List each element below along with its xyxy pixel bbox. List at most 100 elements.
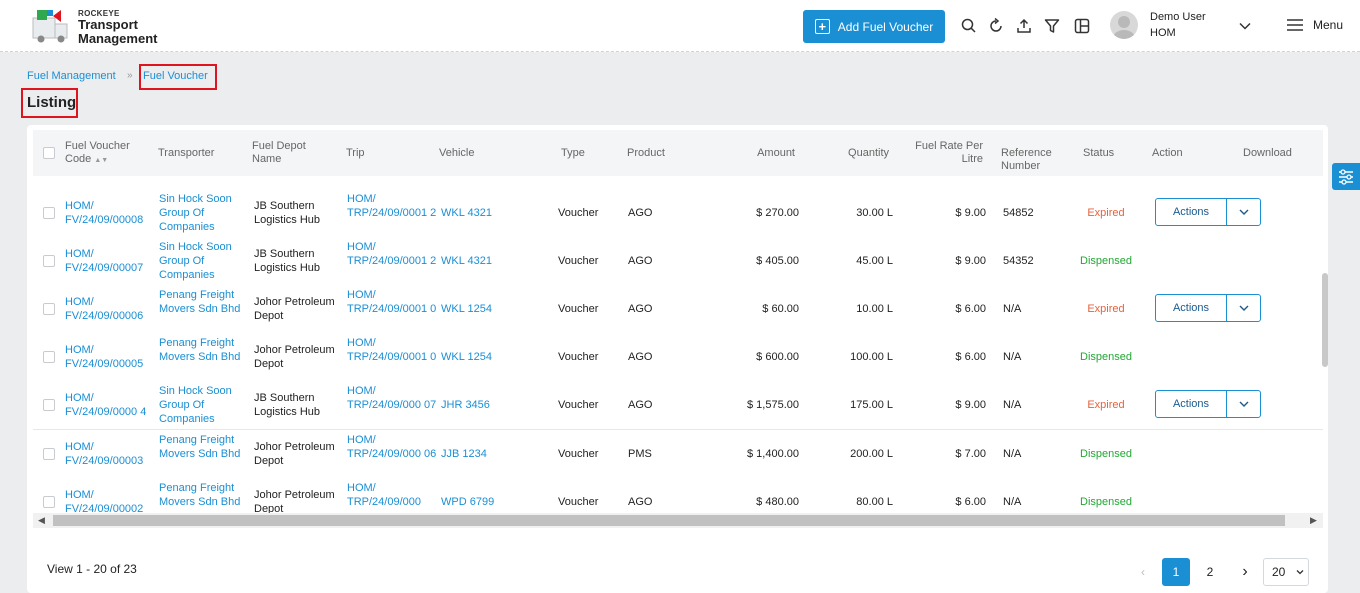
select-all-checkbox[interactable] (43, 147, 55, 159)
quantity-value: 100.00 L (850, 351, 893, 363)
brand-tagline: ROCKEYE (78, 9, 120, 18)
product-value: AGO (628, 351, 653, 363)
table-row: HOM/ FV/24/09/00002 Penang Freight Movers… (33, 478, 1323, 513)
column-settings-tab[interactable] (1332, 163, 1360, 190)
row-checkbox[interactable] (43, 399, 55, 411)
page-button-2[interactable]: 2 (1206, 565, 1214, 579)
chevron-down-icon (1296, 570, 1304, 575)
vehicle-link[interactable]: JJB 1234 (441, 448, 487, 460)
voucher-code-link[interactable]: HOM/ FV/24/09/00008 (65, 200, 144, 226)
row-checkbox[interactable] (43, 255, 55, 267)
column-header-vehicle: Vehicle (439, 147, 475, 159)
product-value: AGO (628, 255, 653, 267)
breadcrumb-fuel-management[interactable]: Fuel Management (27, 70, 116, 82)
brand-line-2: Management (78, 31, 158, 46)
sort-icon[interactable]: ▲▼ (94, 157, 109, 164)
transporter-link[interactable]: Sin Hock Soon Group Of Companies (159, 241, 232, 281)
vehicle-link[interactable]: WKL 4321 (441, 207, 492, 219)
trip-link[interactable]: HOM/ TRP/24/09/000 07 (347, 385, 437, 411)
transporter-link[interactable]: Penang Freight Movers Sdn Bhd (159, 482, 241, 508)
breadcrumb-fuel-voucher[interactable]: Fuel Voucher (143, 70, 208, 82)
voucher-code-link[interactable]: HOM/ FV/24/09/00007 (65, 248, 144, 274)
transporter-link[interactable]: Penang Freight Movers Sdn Bhd (159, 289, 241, 315)
reference-value: N/A (1003, 351, 1022, 363)
vertical-scroll-thumb[interactable] (1322, 273, 1328, 367)
column-header-download: Download (1243, 147, 1292, 159)
rate-value: $ 9.00 (955, 255, 986, 267)
actions-dropdown-button[interactable] (1227, 199, 1260, 225)
search-icon[interactable] (960, 17, 978, 35)
row-checkbox[interactable] (43, 496, 55, 508)
transporter-link[interactable]: Penang Freight Movers Sdn Bhd (159, 434, 241, 460)
page-title: Listing (27, 94, 77, 111)
actions-dropdown-button[interactable] (1227, 391, 1260, 417)
trip-link[interactable]: HOM/ TRP/24/09/0001 2 (347, 241, 437, 267)
avatar[interactable] (1110, 11, 1138, 39)
product-value: AGO (628, 399, 653, 411)
actions-button[interactable]: Actions (1156, 391, 1227, 417)
amount-value: $ 1,400.00 (747, 448, 799, 460)
vehicle-link[interactable]: WKL 1254 (441, 351, 492, 363)
scroll-right-icon[interactable]: ▶ (1310, 515, 1317, 525)
brand-name: Transport Management (78, 18, 157, 46)
actions-button[interactable]: Actions (1156, 199, 1227, 225)
chevron-down-icon[interactable] (1238, 19, 1252, 33)
column-header-product: Product (627, 147, 665, 159)
voucher-code-link[interactable]: HOM/ FV/24/09/00005 (65, 344, 144, 370)
row-checkbox[interactable] (43, 448, 55, 460)
add-fuel-voucher-button[interactable]: + Add Fuel Voucher (803, 10, 945, 43)
vehicle-link[interactable]: WKL 4321 (441, 255, 492, 267)
column-header-depot: Fuel Depot Name (252, 140, 306, 165)
status-badge: Expired (1087, 207, 1125, 219)
transporter-link[interactable]: Sin Hock Soon Group Of Companies (159, 193, 232, 233)
column-header-amount: Amount (757, 147, 795, 159)
rate-value: $ 6.00 (955, 303, 986, 315)
logo-icon (32, 10, 68, 43)
product-value: AGO (628, 496, 653, 508)
trip-link[interactable]: HOM/ TRP/24/09/000 (347, 482, 421, 508)
actions-button-group: Actions (1155, 198, 1261, 226)
voucher-code-link[interactable]: HOM/ FV/24/09/00003 (65, 441, 144, 467)
vehicle-link[interactable]: WPD 6799 (441, 496, 495, 508)
upload-icon[interactable] (1015, 17, 1033, 35)
transporter-link[interactable]: Penang Freight Movers Sdn Bhd (159, 337, 241, 363)
row-checkbox[interactable] (43, 207, 55, 219)
row-checkbox[interactable] (43, 303, 55, 315)
vehicle-link[interactable]: JHR 3456 (441, 399, 490, 411)
scroll-left-icon[interactable]: ◀ (38, 515, 45, 525)
horizontal-scrollbar[interactable]: ◀ ▶ (33, 513, 1323, 528)
actions-dropdown-button[interactable] (1227, 295, 1260, 321)
column-header-code[interactable]: Fuel Voucher Code ▲▼ (65, 140, 130, 165)
row-checkbox[interactable] (43, 351, 55, 363)
trip-link[interactable]: HOM/ TRP/24/09/000 06 (347, 434, 437, 460)
column-header-reference: Reference Number (1001, 147, 1052, 172)
column-header-rate: Fuel Rate Per Litre (915, 140, 983, 165)
quantity-value: 45.00 L (856, 255, 893, 267)
actions-button[interactable]: Actions (1156, 295, 1227, 321)
trip-link[interactable]: HOM/ TRP/24/09/0001 0 (347, 289, 437, 315)
menu-button[interactable]: Menu (1287, 18, 1343, 32)
trip-link[interactable]: HOM/ TRP/24/09/0001 0 (347, 337, 437, 363)
depot-name: JB Southern Logistics Hub (254, 248, 321, 274)
transporter-link[interactable]: Sin Hock Soon Group Of Companies (159, 385, 232, 425)
vehicle-link[interactable]: WKL 1254 (441, 303, 492, 315)
pagination-summary: View 1 - 20 of 23 (47, 562, 137, 576)
type-value: Voucher (558, 351, 599, 363)
prev-page-icon[interactable]: ‹ (1141, 565, 1145, 579)
voucher-code-link[interactable]: HOM/ FV/24/09/00006 (65, 296, 144, 322)
horizontal-scroll-thumb[interactable] (53, 515, 1285, 526)
page-size-select[interactable]: 20 (1263, 558, 1309, 586)
refresh-icon[interactable] (987, 17, 1005, 35)
page-button-1[interactable]: 1 (1162, 558, 1190, 586)
type-value: Voucher (558, 496, 599, 508)
actions-button-group: Actions (1155, 294, 1261, 322)
columns-icon[interactable] (1073, 17, 1091, 35)
filter-icon[interactable] (1043, 17, 1061, 35)
voucher-code-link[interactable]: HOM/ FV/24/09/0000 4 (65, 392, 147, 418)
status-badge: Dispensed (1080, 448, 1132, 460)
next-page-icon[interactable]: › (1242, 563, 1248, 580)
column-header-action: Action (1152, 147, 1183, 159)
breadcrumb-separator-icon: » (127, 70, 133, 81)
voucher-code-link[interactable]: HOM/ FV/24/09/00002 (65, 489, 144, 513)
trip-link[interactable]: HOM/ TRP/24/09/0001 2 (347, 193, 437, 219)
